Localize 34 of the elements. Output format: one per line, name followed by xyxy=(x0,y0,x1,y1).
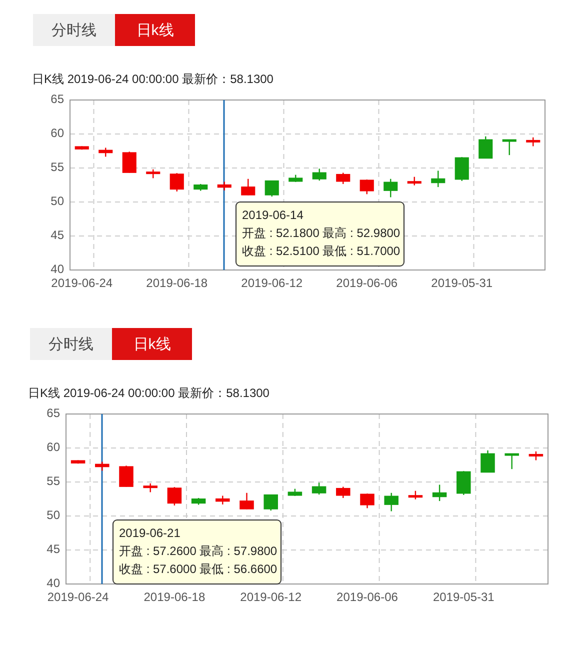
y-tick-label: 50 xyxy=(46,508,60,522)
x-tick-label: 2019-06-24 xyxy=(51,276,113,290)
annotation: 收盘 : 57.6000 最低 : 56.6600 xyxy=(119,562,278,576)
x-tick-label: 2019-05-31 xyxy=(432,590,495,604)
y-tick-label: 40 xyxy=(46,576,60,590)
y-tick-label: 50 xyxy=(50,194,64,208)
text: 日k线 xyxy=(133,336,171,353)
y-tick-label: 45 xyxy=(50,228,64,242)
text: 日k线 xyxy=(136,22,174,39)
annotation: 开盘 : 57.2600 最高 : 57.9800 xyxy=(119,544,278,558)
x-tick-label: 2019-06-24 xyxy=(47,590,110,604)
annotation: 2019-06-14 xyxy=(242,208,304,222)
annotation: 2019-06-21 xyxy=(119,526,181,540)
y-tick-label: 65 xyxy=(46,406,60,420)
x-tick-label: 2019-06-18 xyxy=(144,590,206,604)
annotation: 开盘 : 52.1800 最高 : 52.9800 xyxy=(242,226,400,240)
y-tick-label: 45 xyxy=(46,542,60,556)
x-tick-label: 2019-06-06 xyxy=(336,276,398,290)
y-tick-label: 55 xyxy=(46,474,60,488)
x-tick-label: 2019-06-06 xyxy=(336,590,398,604)
y-tick-label: 65 xyxy=(50,92,64,106)
x-tick-label: 2019-05-31 xyxy=(431,276,493,290)
chart-subtitle: 日K线 2019-06-24 00:00:00 最新价：58.1300 xyxy=(32,72,274,86)
chart-subtitle: 日K线 2019-06-24 00:00:00 最新价：58.1300 xyxy=(28,386,270,400)
y-tick-label: 55 xyxy=(50,160,64,174)
text: 分时线 xyxy=(52,22,96,39)
y-tick-label: 40 xyxy=(50,262,64,276)
y-tick-label: 60 xyxy=(46,440,60,454)
x-tick-label: 2019-06-12 xyxy=(241,276,303,290)
y-tick-label: 60 xyxy=(50,126,64,140)
text: 分时线 xyxy=(48,336,94,353)
x-tick-label: 2019-06-18 xyxy=(146,276,208,290)
annotation: 收盘 : 52.5100 最低 : 51.7000 xyxy=(242,244,400,258)
x-tick-label: 2019-06-12 xyxy=(240,590,302,604)
